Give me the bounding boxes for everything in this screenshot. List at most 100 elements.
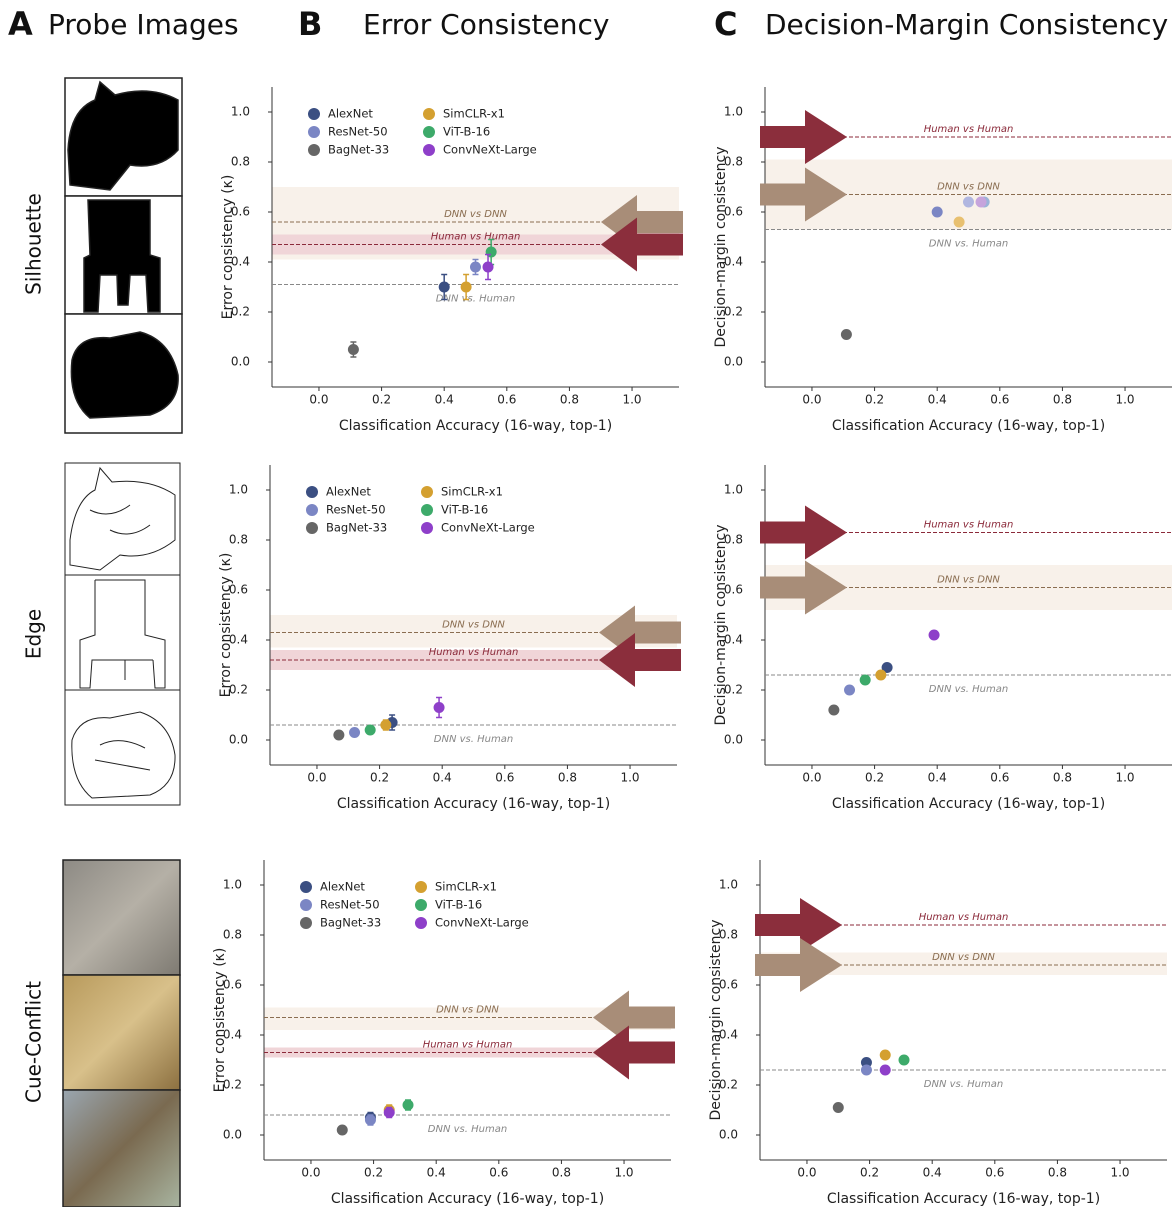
point xyxy=(929,630,940,641)
x-tick-label: 0.4 xyxy=(928,771,947,785)
x-tick-label: 0.6 xyxy=(495,771,514,785)
legend-label: SimCLR-x1 xyxy=(443,107,505,121)
legend-marker xyxy=(421,504,433,516)
point xyxy=(380,720,391,731)
reference-label: Human vs Human xyxy=(431,232,521,243)
y-axis-label: Error consistency (κ) xyxy=(212,948,228,1093)
reference-label: DNN vs DNN xyxy=(444,209,507,220)
point xyxy=(434,702,445,713)
x-tick-label: 0.2 xyxy=(370,771,389,785)
reference-arrow xyxy=(593,991,675,1045)
point xyxy=(439,282,450,293)
point xyxy=(365,1115,376,1126)
x-tick-label: 0.4 xyxy=(427,1166,446,1180)
point xyxy=(954,217,965,228)
legend-label: ResNet-50 xyxy=(328,125,388,139)
reference-label: DNN vs. Human xyxy=(924,1079,1003,1090)
panel-letter: B xyxy=(298,5,322,43)
probe-image xyxy=(63,860,180,975)
plot: 0.00.20.40.60.81.00.00.20.40.60.81.0Clas… xyxy=(713,87,1172,434)
x-axis-label: Classification Accuracy (16-way, top-1) xyxy=(339,418,612,434)
x-axis-label: Classification Accuracy (16-way, top-1) xyxy=(337,796,610,812)
legend-marker xyxy=(423,126,435,138)
x-tick-label: 0.6 xyxy=(990,771,1009,785)
legend-marker xyxy=(300,899,312,911)
x-tick-label: 0.4 xyxy=(433,771,452,785)
legend-label: ViT-B-16 xyxy=(435,898,482,912)
point xyxy=(483,262,494,273)
y-tick-label: 0.0 xyxy=(223,1128,242,1142)
x-tick-label: 0.0 xyxy=(301,1166,320,1180)
probe-image xyxy=(63,975,180,1090)
row-label: Edge xyxy=(22,609,46,659)
x-tick-label: 0.2 xyxy=(865,393,884,407)
reference-arrow xyxy=(760,506,847,560)
figure: A Probe Images B Error Consistency C Dec… xyxy=(0,0,1172,1207)
reference-arrow xyxy=(593,1026,675,1080)
reference-label: DNN vs. Human xyxy=(428,1124,507,1135)
reference-label: Human vs Human xyxy=(924,520,1014,531)
x-axis-label: Classification Accuracy (16-way, top-1) xyxy=(832,418,1105,434)
x-tick-label: 0.0 xyxy=(307,771,326,785)
y-tick-label: 1.0 xyxy=(231,105,250,119)
legend-marker xyxy=(423,144,435,156)
legend-label: ViT-B-16 xyxy=(441,503,488,517)
point xyxy=(875,670,886,681)
point xyxy=(963,197,974,208)
reference-arrow xyxy=(755,938,842,992)
probe-image xyxy=(63,1090,180,1207)
legend-label: ConvNeXt-Large xyxy=(435,916,529,930)
x-tick-label: 0.8 xyxy=(560,393,579,407)
legend-label: BagNet-33 xyxy=(326,521,387,535)
point xyxy=(403,1100,414,1111)
y-axis-label: Error consistency (κ) xyxy=(220,175,236,320)
legend-marker xyxy=(421,522,433,534)
legend-label: AlexNet xyxy=(320,880,365,894)
point xyxy=(461,282,472,293)
point xyxy=(860,675,871,686)
y-tick-label: 1.0 xyxy=(724,105,743,119)
x-tick-label: 1.0 xyxy=(1115,393,1134,407)
x-tick-label: 0.8 xyxy=(1053,393,1072,407)
y-tick-label: 1.0 xyxy=(229,483,248,497)
x-tick-label: 0.0 xyxy=(309,393,328,407)
y-tick-label: 1.0 xyxy=(719,878,738,892)
y-tick-label: 0.8 xyxy=(231,155,250,169)
x-tick-label: 0.2 xyxy=(372,393,391,407)
x-tick-label: 0.4 xyxy=(928,393,947,407)
legend-label: AlexNet xyxy=(326,485,371,499)
y-tick-label: 0.0 xyxy=(229,733,248,747)
x-tick-label: 0.6 xyxy=(489,1166,508,1180)
probe-images xyxy=(63,78,182,1207)
point xyxy=(348,344,359,355)
probe-image xyxy=(65,463,180,575)
panel-title: Error Consistency xyxy=(363,8,609,41)
x-tick-label: 1.0 xyxy=(1115,771,1134,785)
x-tick-label: 0.0 xyxy=(802,771,821,785)
x-tick-label: 0.0 xyxy=(802,393,821,407)
row-label: Silhouette xyxy=(22,193,46,295)
reference-label: DNN vs DNN xyxy=(937,182,1000,193)
legend-marker xyxy=(308,126,320,138)
point xyxy=(384,1107,395,1118)
reference-label: Human vs Human xyxy=(924,124,1014,135)
y-axis-label: Decision-margin consistency xyxy=(708,919,724,1120)
plot: 0.00.20.40.60.81.00.00.20.40.60.81.0Clas… xyxy=(218,465,681,812)
reference-arrow xyxy=(760,110,847,164)
x-tick-label: 0.2 xyxy=(865,771,884,785)
legend-marker xyxy=(306,486,318,498)
x-axis-label: Classification Accuracy (16-way, top-1) xyxy=(827,1191,1100,1207)
y-tick-label: 0.0 xyxy=(231,355,250,369)
x-tick-label: 0.6 xyxy=(990,393,1009,407)
panel-letter: C xyxy=(714,5,737,43)
y-tick-label: 0.0 xyxy=(719,1128,738,1142)
x-tick-label: 0.8 xyxy=(1048,1166,1067,1180)
legend-label: BagNet-33 xyxy=(320,916,381,930)
point xyxy=(833,1102,844,1113)
x-axis-label: Classification Accuracy (16-way, top-1) xyxy=(832,796,1105,812)
x-tick-label: 0.8 xyxy=(1053,771,1072,785)
legend-marker xyxy=(306,504,318,516)
x-tick-label: 0.4 xyxy=(923,1166,942,1180)
reference-label: DNN vs DNN xyxy=(442,620,505,631)
panel-letter: A xyxy=(8,5,33,43)
